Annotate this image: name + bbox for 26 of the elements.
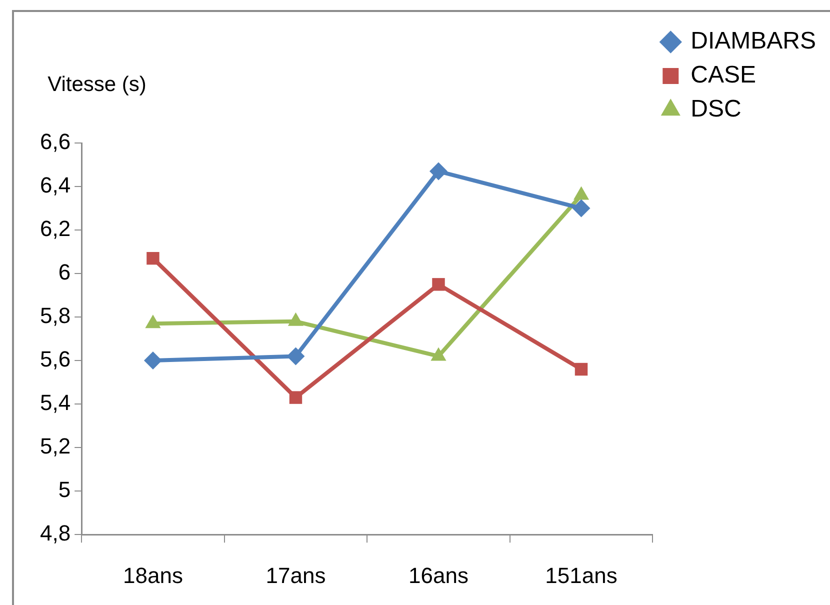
y-tick-label: 5,2: [40, 434, 71, 459]
point: [289, 391, 302, 404]
point: [429, 162, 448, 180]
x-tick-label: 18ans: [122, 562, 183, 588]
y-tick-label: 5,6: [40, 346, 71, 372]
point: [572, 199, 590, 218]
y-axis-title: Vitesse (s): [48, 72, 146, 96]
legend-label: DSC: [690, 96, 742, 123]
y-tick-label: 6,2: [40, 216, 71, 242]
legend-label: DIAMBARS: [690, 28, 816, 55]
x-tick-label: 151ans: [545, 562, 618, 588]
point: [146, 252, 160, 265]
y-tick-label: 6: [58, 260, 71, 285]
y-tick-label: 5,8: [40, 303, 71, 328]
y-tick-label: 4,8: [40, 520, 71, 546]
point: [286, 347, 305, 366]
x-tick-label: 17ans: [266, 562, 326, 588]
legend-label: CASE: [690, 62, 756, 89]
y-tick-label: 6,6: [40, 129, 71, 154]
x-tick-label: 16ans: [408, 562, 468, 588]
point: [432, 278, 445, 291]
y-tick-label: 5,4: [40, 390, 71, 416]
point: [144, 352, 162, 370]
y-tick-label: 6,4: [40, 172, 71, 198]
y-tick-label: 5: [58, 477, 71, 502]
point: [574, 362, 588, 376]
